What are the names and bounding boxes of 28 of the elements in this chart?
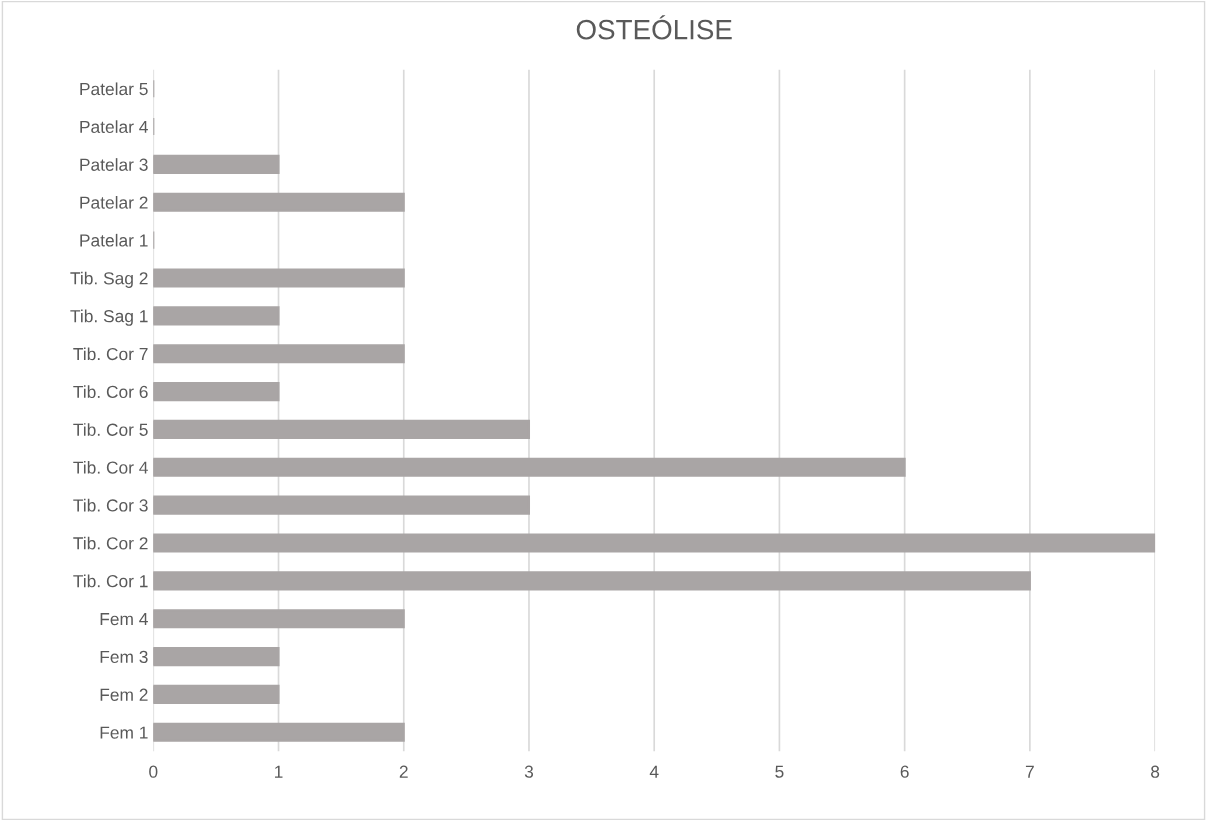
y-tick-label: Tib. Sag 2	[70, 271, 148, 288]
y-tick-label: Patelar 3	[80, 158, 148, 171]
x-tick-label: 2	[399, 765, 408, 778]
y-tick-label: Tib. Cor 1	[73, 574, 148, 588]
y-tick-label: Fem 2	[100, 688, 148, 701]
x-tick-label: 7	[1025, 765, 1034, 778]
y-tick-label: Patelar 5	[80, 82, 148, 96]
y-tick-label: Tib. Cor 3	[73, 498, 148, 512]
chart-title: OSTEÓLISE	[576, 15, 732, 40]
y-tick-label: Fem 4	[100, 613, 148, 626]
y-tick-label: Patelar 1	[80, 233, 148, 247]
y-tick-label: Tib. Sag 1	[70, 309, 148, 326]
y-tick-label: Tib. Cor 5	[73, 423, 148, 436]
x-tick-label: 6	[900, 765, 909, 778]
y-tick-label: Tib. Cor 2	[73, 536, 148, 550]
y-tick-label: Tib. Cor 7	[73, 347, 148, 361]
y-tick-label: Patelar 2	[80, 195, 148, 209]
x-tick-label: 1	[275, 765, 283, 778]
y-tick-label: Tib. Cor 6	[73, 385, 148, 399]
x-tick-label: 4	[649, 765, 659, 778]
x-tick-label: 0	[149, 765, 158, 778]
y-tick-label: Fem 1	[100, 726, 148, 739]
y-tick-label: Patelar 4	[80, 120, 148, 134]
x-tick-label: 3	[524, 765, 534, 778]
x-tick-label: 5	[775, 765, 784, 778]
y-tick-label: Tib. Cor 4	[73, 461, 148, 474]
y-tick-label: Fem 3	[100, 650, 148, 664]
x-tick-label: 8	[1151, 765, 1160, 778]
